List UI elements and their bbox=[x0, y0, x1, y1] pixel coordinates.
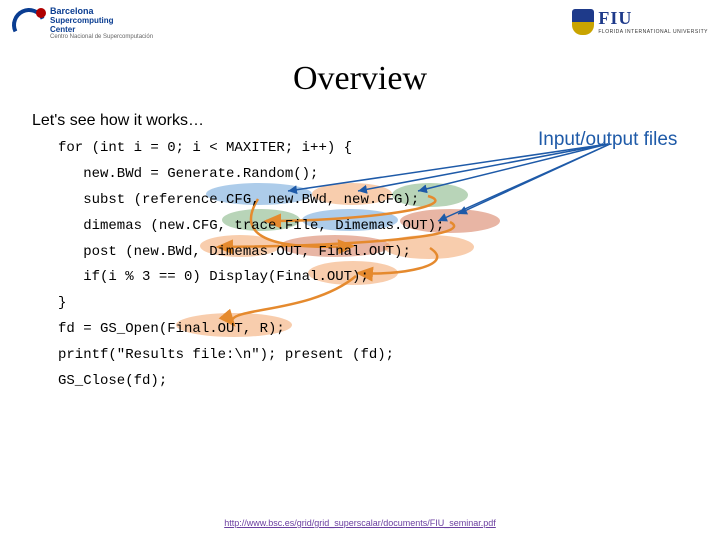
fiu-name: FIU bbox=[598, 8, 708, 29]
code-line: printf("Results file:\n"); present (fd); bbox=[58, 343, 720, 369]
bsc-l3: Center bbox=[50, 26, 153, 35]
fiu-full: FLORIDA INTERNATIONAL UNIVERSITY bbox=[598, 29, 708, 35]
code-line: for (int i = 0; i < MAXITER; i++) { bbox=[58, 136, 720, 162]
code-line: if(i % 3 == 0) Display(Final.OUT); bbox=[58, 265, 720, 291]
code-block: Input/output files for (int i = 0; i < M… bbox=[58, 136, 720, 395]
code-line: subst (reference.CFG, new.BWd, new.CFG); bbox=[58, 188, 720, 214]
code-line: fd = GS_Open(Final.OUT, R); bbox=[58, 317, 720, 343]
bsc-sub: Centro Nacional de Supercomputación bbox=[50, 34, 153, 41]
code-line: } bbox=[58, 291, 720, 317]
fiu-logo: FIU FLORIDA INTERNATIONAL UNIVERSITY bbox=[572, 8, 708, 35]
bsc-logo-mark bbox=[10, 6, 46, 42]
code-line: post (new.BWd, Dimemas.OUT, Final.OUT); bbox=[58, 240, 720, 266]
fiu-shield-icon bbox=[572, 9, 594, 35]
footer-link[interactable]: http://www.bsc.es/grid/grid_superscalar/… bbox=[224, 518, 496, 528]
page-title: Overview bbox=[0, 60, 720, 98]
footer: http://www.bsc.es/grid/grid_superscalar/… bbox=[0, 518, 720, 528]
code-line: new.BWd = Generate.Random(); bbox=[58, 162, 720, 188]
header: Barcelona Supercomputing Center Centro N… bbox=[0, 0, 720, 54]
code-line: GS_Close(fd); bbox=[58, 369, 720, 395]
bsc-logo: Barcelona Supercomputing Center Centro N… bbox=[10, 6, 153, 42]
code-line: dimemas (new.CFG, trace.File, Dimemas.OU… bbox=[58, 214, 720, 240]
